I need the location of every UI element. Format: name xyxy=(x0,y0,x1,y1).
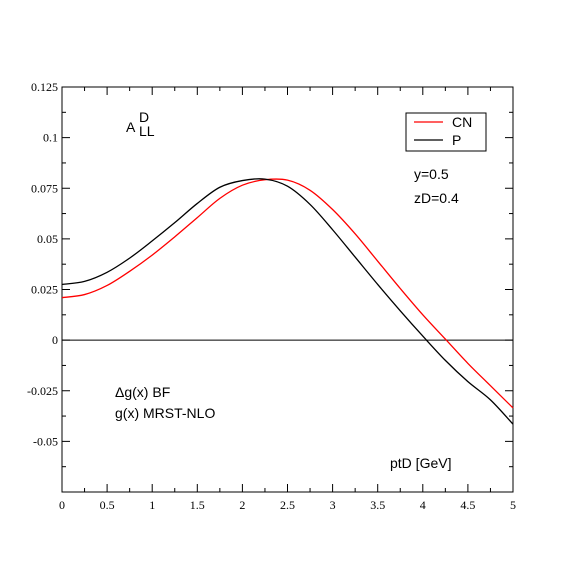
y-tick-label: -0.05 xyxy=(33,434,58,448)
legend-label-p: P xyxy=(452,132,461,148)
annotation-g-pdf: g(x) MRST-NLO xyxy=(115,405,215,421)
y-tick-label: 0 xyxy=(52,333,58,347)
x-axis-label: ptD [GeV] xyxy=(390,455,451,471)
x-tick-label: 4.5 xyxy=(460,498,475,512)
series-line-p xyxy=(61,178,514,425)
legend-box xyxy=(405,112,487,152)
quantity-label-base: A xyxy=(126,119,136,135)
quantity-label-sup: D xyxy=(139,109,149,125)
annotation-delta-g: Δg(x) BF xyxy=(115,384,170,400)
legend-label-cn: CN xyxy=(452,114,472,130)
x-tick-label: 1 xyxy=(149,498,155,512)
x-tick-label: 5 xyxy=(510,498,516,512)
x-tick-label: 0.5 xyxy=(100,498,115,512)
quantity-label: A D LL xyxy=(126,109,155,139)
legend: CN P xyxy=(405,112,487,152)
x-tick-label: 2.5 xyxy=(280,498,295,512)
quantity-label-sub: LL xyxy=(139,123,155,139)
x-tick-label: 2 xyxy=(239,498,245,512)
y-tick-label: -0.025 xyxy=(27,384,58,398)
y-tick-label: 0.075 xyxy=(31,181,58,195)
series-line-cn xyxy=(61,178,514,409)
y-tick-label: 0.125 xyxy=(31,80,58,94)
x-tick-label: 4 xyxy=(420,498,426,512)
y-tick-label: 0.05 xyxy=(37,232,58,246)
y-tick-label: 0.025 xyxy=(31,283,58,297)
y-tick-label: 0.1 xyxy=(43,131,58,145)
annotation-zd-value: zD=0.4 xyxy=(414,190,459,206)
annotation-y-value: y=0.5 xyxy=(414,166,449,182)
x-tick-label: 1.5 xyxy=(190,498,205,512)
x-tick-label: 3 xyxy=(330,498,336,512)
x-tick-label: 3.5 xyxy=(370,498,385,512)
x-tick-label: 0 xyxy=(59,498,65,512)
